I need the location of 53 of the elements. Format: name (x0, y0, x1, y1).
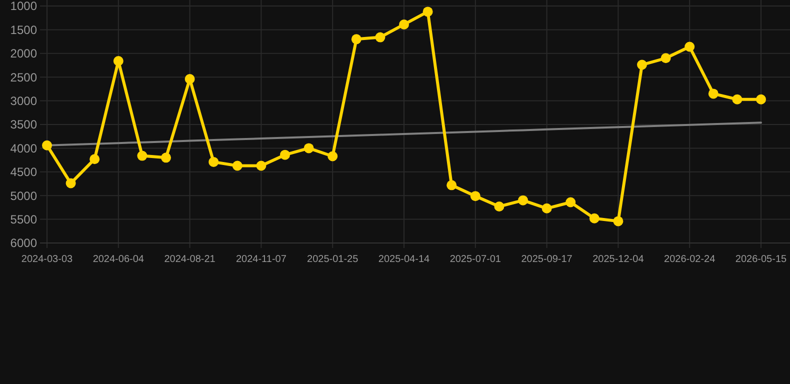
point (137, 150, 148, 161)
y-tick-label: 1500 (10, 22, 38, 37)
point (446, 180, 457, 190)
x-tick-label: 2024-08-21 (164, 254, 216, 265)
point (42, 140, 52, 150)
x-tick-label: 2024-11-07 (236, 254, 287, 265)
point (280, 150, 290, 160)
y-tick-label: 5000 (10, 188, 38, 203)
point (304, 143, 314, 154)
y-tick-label: 3500 (10, 118, 38, 132)
point (542, 203, 552, 214)
point (161, 152, 171, 163)
point (256, 160, 266, 171)
x-tick-label: 2025-04-14 (378, 254, 430, 265)
x-tick-label: 2026-02-24 (664, 254, 716, 265)
point (208, 156, 219, 167)
x-tick-label: 2024-06-04 (92, 254, 144, 265)
point (756, 94, 766, 104)
x-tick-label: 2025-01-25 (307, 254, 359, 265)
point (660, 53, 671, 64)
point (470, 191, 480, 202)
point (732, 94, 742, 104)
x-tick-label: 2025-12-04 (592, 254, 644, 265)
x-tick-label: 2025-07-01 (450, 254, 502, 265)
point (518, 195, 528, 206)
point (684, 42, 695, 52)
y-tick-label: 1000 (10, 0, 38, 14)
point (422, 6, 433, 17)
point (328, 151, 338, 162)
point (184, 74, 195, 84)
point (113, 56, 124, 66)
point (232, 160, 242, 171)
point (589, 213, 600, 224)
y-tick-label: 2000 (10, 46, 38, 61)
point (566, 197, 576, 208)
y-tick-label: 6000 (10, 236, 38, 250)
point (708, 88, 718, 99)
x-tick-label: 2024-03-03 (21, 254, 74, 265)
point (375, 32, 386, 42)
y-tick-label: 4500 (10, 165, 38, 180)
x-tick-label: 2026-05-15 (735, 254, 788, 265)
y-tick-label: 3000 (10, 94, 38, 108)
point (613, 216, 624, 226)
point (399, 19, 409, 30)
x-tick-label: 2025-09-17 (521, 254, 573, 265)
point (351, 34, 362, 44)
y-tick-label: 4000 (10, 141, 38, 156)
y-tick-label: 5500 (10, 212, 38, 226)
point (90, 154, 100, 164)
y-tick-label: 2500 (10, 70, 38, 84)
point (66, 178, 76, 188)
point (494, 202, 504, 212)
point (637, 60, 647, 70)
